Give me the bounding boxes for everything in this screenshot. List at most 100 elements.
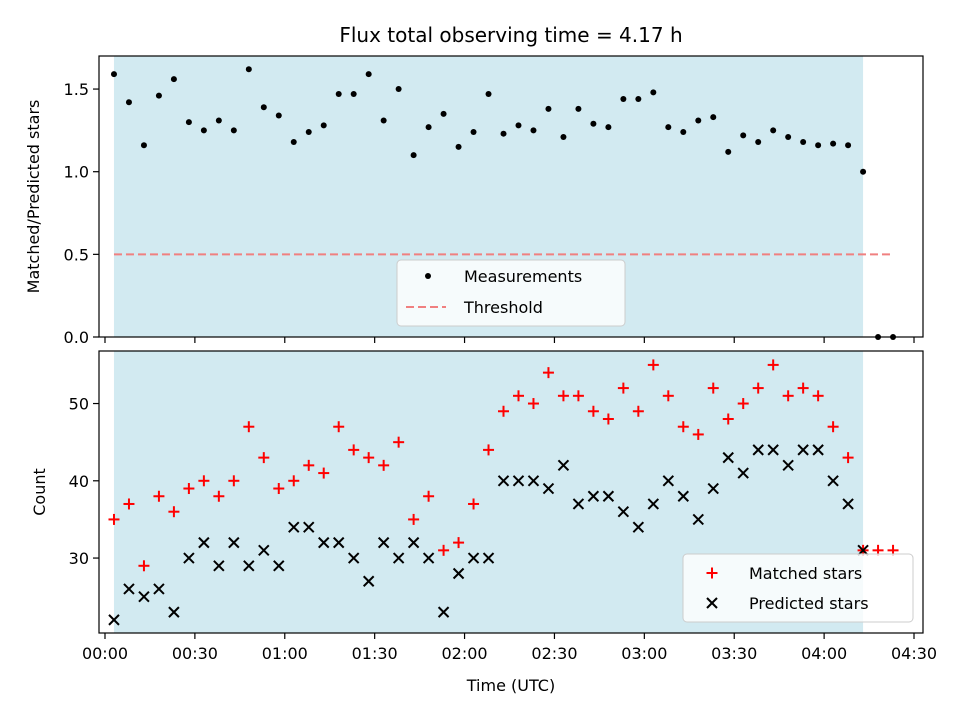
matched-point — [752, 382, 764, 394]
matched-point — [677, 421, 689, 433]
matched-point — [797, 382, 809, 394]
ratio-panel: 0.0 0.5 1.0 1.5 Matched/Predicted stars Mea… — [24, 55, 924, 347]
legend-plus-shape — [706, 567, 718, 579]
count-y-axis-label: Count — [30, 468, 49, 516]
predicted-point — [842, 498, 854, 510]
predicted-point — [677, 490, 689, 502]
measurement-point — [140, 142, 147, 149]
matched-point — [692, 428, 704, 440]
measurement-point — [785, 133, 792, 140]
matched-point — [647, 359, 659, 371]
measurement-point — [845, 142, 852, 149]
ratio-axes-frame — [98, 55, 924, 338]
matched-point — [827, 421, 839, 433]
predicted-point — [333, 536, 345, 549]
matched-point — [183, 483, 195, 495]
predicted-point — [587, 490, 600, 502]
time-x-ticks: 00:00 00:30 01:00 01:30 02:00 02:30 03:00 03:30… — [82, 633, 937, 663]
matched-point — [363, 452, 375, 464]
measurement-point — [500, 130, 507, 137]
matched-point — [572, 390, 584, 402]
predicted-point — [557, 459, 570, 472]
matched-point — [812, 390, 824, 402]
matched-point — [527, 398, 539, 410]
matched-point — [333, 421, 345, 433]
measurement-point — [575, 105, 582, 112]
predicted-point — [542, 482, 555, 495]
matched-point — [258, 452, 270, 464]
predicted-point — [482, 552, 495, 564]
y-tick-label: 30 — [69, 549, 89, 568]
matched-point — [557, 390, 569, 402]
chart-title: Flux total observing time = 4.17 h — [339, 23, 682, 47]
predicted-point — [812, 444, 824, 456]
predicted-point — [512, 475, 525, 487]
predicted-point — [228, 536, 240, 549]
matched-point — [168, 506, 180, 518]
measurement-point — [695, 117, 702, 124]
matched-point — [213, 490, 225, 502]
predicted-point — [392, 552, 405, 564]
predicted-point — [572, 498, 585, 510]
predicted-point — [632, 521, 645, 533]
measurement-point — [515, 122, 522, 129]
measurement-point — [590, 120, 597, 127]
count-axes-frame — [98, 350, 924, 634]
predicted-point — [467, 552, 480, 564]
y-tick-label: 0.0 — [64, 328, 89, 347]
measurement-point — [860, 168, 867, 175]
ratio-y-ticks: 0.0 0.5 1.0 1.5 — [64, 80, 99, 347]
measurement-point — [470, 129, 477, 136]
predicted-point — [183, 552, 195, 564]
predicted-point — [123, 583, 135, 595]
measurement-point — [815, 142, 822, 149]
matched-point — [228, 475, 240, 487]
predicted-star-points — [108, 444, 869, 626]
matched-point — [378, 459, 390, 471]
legend-matched-marker — [706, 567, 718, 579]
measurement-point — [170, 76, 177, 83]
matched-point — [587, 405, 599, 417]
predicted-point — [108, 614, 120, 626]
measurement-point — [440, 110, 447, 117]
x-tick-label: 04:30 — [891, 644, 937, 663]
predicted-point — [318, 536, 330, 549]
ratio-legend-box — [396, 259, 626, 327]
matched-point — [602, 413, 614, 425]
measurement-point — [710, 114, 717, 121]
legend-measurement-marker — [425, 273, 431, 279]
measurement-point — [800, 138, 807, 145]
ratio-y-axis-label: Matched/Predicted stars — [24, 100, 43, 294]
measurement-point — [320, 122, 327, 129]
matched-point — [198, 475, 210, 487]
y-tick-label: 1.0 — [64, 163, 89, 182]
measurement-point — [680, 129, 687, 136]
count-panel: 30 40 50 00:00 00:30 01:00 01:30 02:00 02:30 03:… — [30, 350, 937, 695]
measurement-point — [725, 148, 732, 155]
count-legend-box — [682, 553, 914, 623]
ratio-legend: Measurements Threshold — [396, 259, 626, 327]
measurement-point — [110, 71, 117, 78]
measurement-point — [155, 92, 162, 99]
legend-predicted-marker — [706, 597, 718, 609]
predicted-point — [153, 583, 165, 595]
matched-point — [318, 467, 330, 479]
measurement-point — [560, 133, 567, 140]
y-tick-label: 40 — [69, 472, 89, 491]
legend-predicted-label: Predicted stars — [749, 594, 869, 613]
matched-point — [662, 390, 674, 402]
matched-point — [512, 390, 524, 402]
x-tick-label: 02:30 — [531, 644, 577, 663]
measurement-point — [305, 129, 312, 136]
x-tick-label: 01:00 — [262, 644, 308, 663]
matched-point — [842, 452, 854, 464]
measurement-point — [335, 91, 342, 98]
predicted-point — [707, 482, 719, 495]
predicted-point — [617, 505, 630, 518]
x-tick-label: 04:00 — [801, 644, 847, 663]
legend-x-shape — [706, 597, 718, 609]
matched-point — [483, 444, 495, 456]
y-tick-label: 1.5 — [64, 80, 89, 99]
measurement-point — [755, 138, 762, 145]
matched-point — [138, 560, 150, 572]
